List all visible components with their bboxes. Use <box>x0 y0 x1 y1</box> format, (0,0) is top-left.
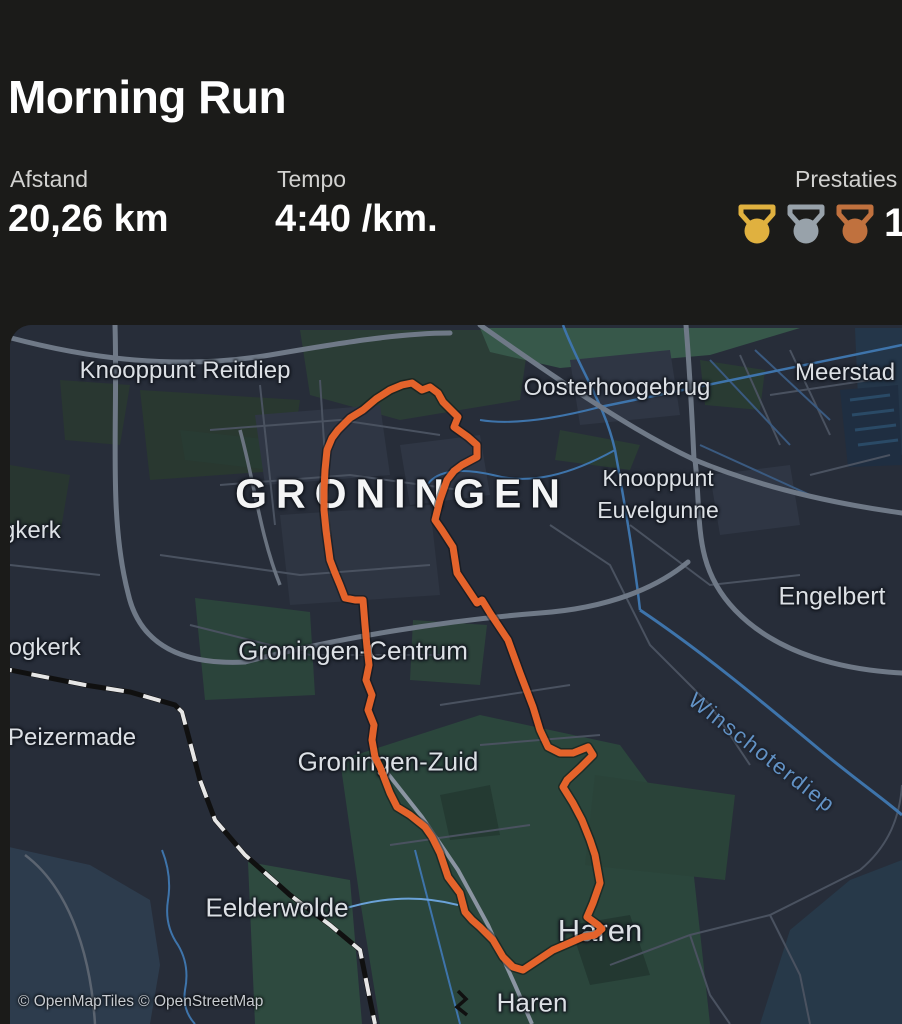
label-knooppunt-euvelgunne: Knooppunt Euvelgunne <box>597 464 719 523</box>
label-groningen-zuid: Groningen-Zuid <box>297 746 479 777</box>
gold-medal-icon <box>735 202 779 246</box>
distance-label: Afstand <box>10 166 88 192</box>
label-hoogkerk-upper: Hoogkerk <box>10 517 61 544</box>
pace-value: 4:40 /km. <box>275 198 438 240</box>
label-hoogkerk-lower: Hoogkerk <box>10 634 81 661</box>
route-path <box>320 379 606 974</box>
achievements-label: Prestaties <box>795 166 898 192</box>
label-eelderwolde: Eelderwolde <box>205 892 349 923</box>
label-haren-small: Haren <box>496 987 568 1018</box>
activity-title: Morning Run <box>8 71 287 123</box>
bronze-medal-icon <box>833 202 877 246</box>
route-map[interactable]: Knooppunt Reitdiep Oosterhoogebrug Meers… <box>10 325 902 1024</box>
label-knooppunt-reitdiep: Knooppunt Reitdiep <box>79 357 291 384</box>
label-peizermade: Peizermade <box>10 724 137 751</box>
label-groningen: GRONINGEN <box>235 470 569 517</box>
silver-medal-icon <box>784 202 828 246</box>
map-labels: Knooppunt Reitdiep Oosterhoogebrug Meers… <box>10 325 902 1024</box>
pace-label: Tempo <box>277 166 347 192</box>
distance-value: 20,26 km <box>8 198 169 240</box>
label-engelbert: Engelbert <box>778 582 886 611</box>
label-oosterhoogebrug: Oosterhoogebrug <box>523 374 711 401</box>
map-tiles <box>10 325 902 1024</box>
achievements-count: 1 <box>884 201 902 245</box>
achievements-medals[interactable]: 1 <box>735 201 902 246</box>
label-meerstad: Meerstad <box>795 359 896 386</box>
label-groningen-centrum: Groningen-Centrum <box>238 635 468 666</box>
route-overlay <box>319 378 607 975</box>
map-attribution[interactable]: © OpenMapTiles © OpenStreetMap <box>18 993 264 1010</box>
